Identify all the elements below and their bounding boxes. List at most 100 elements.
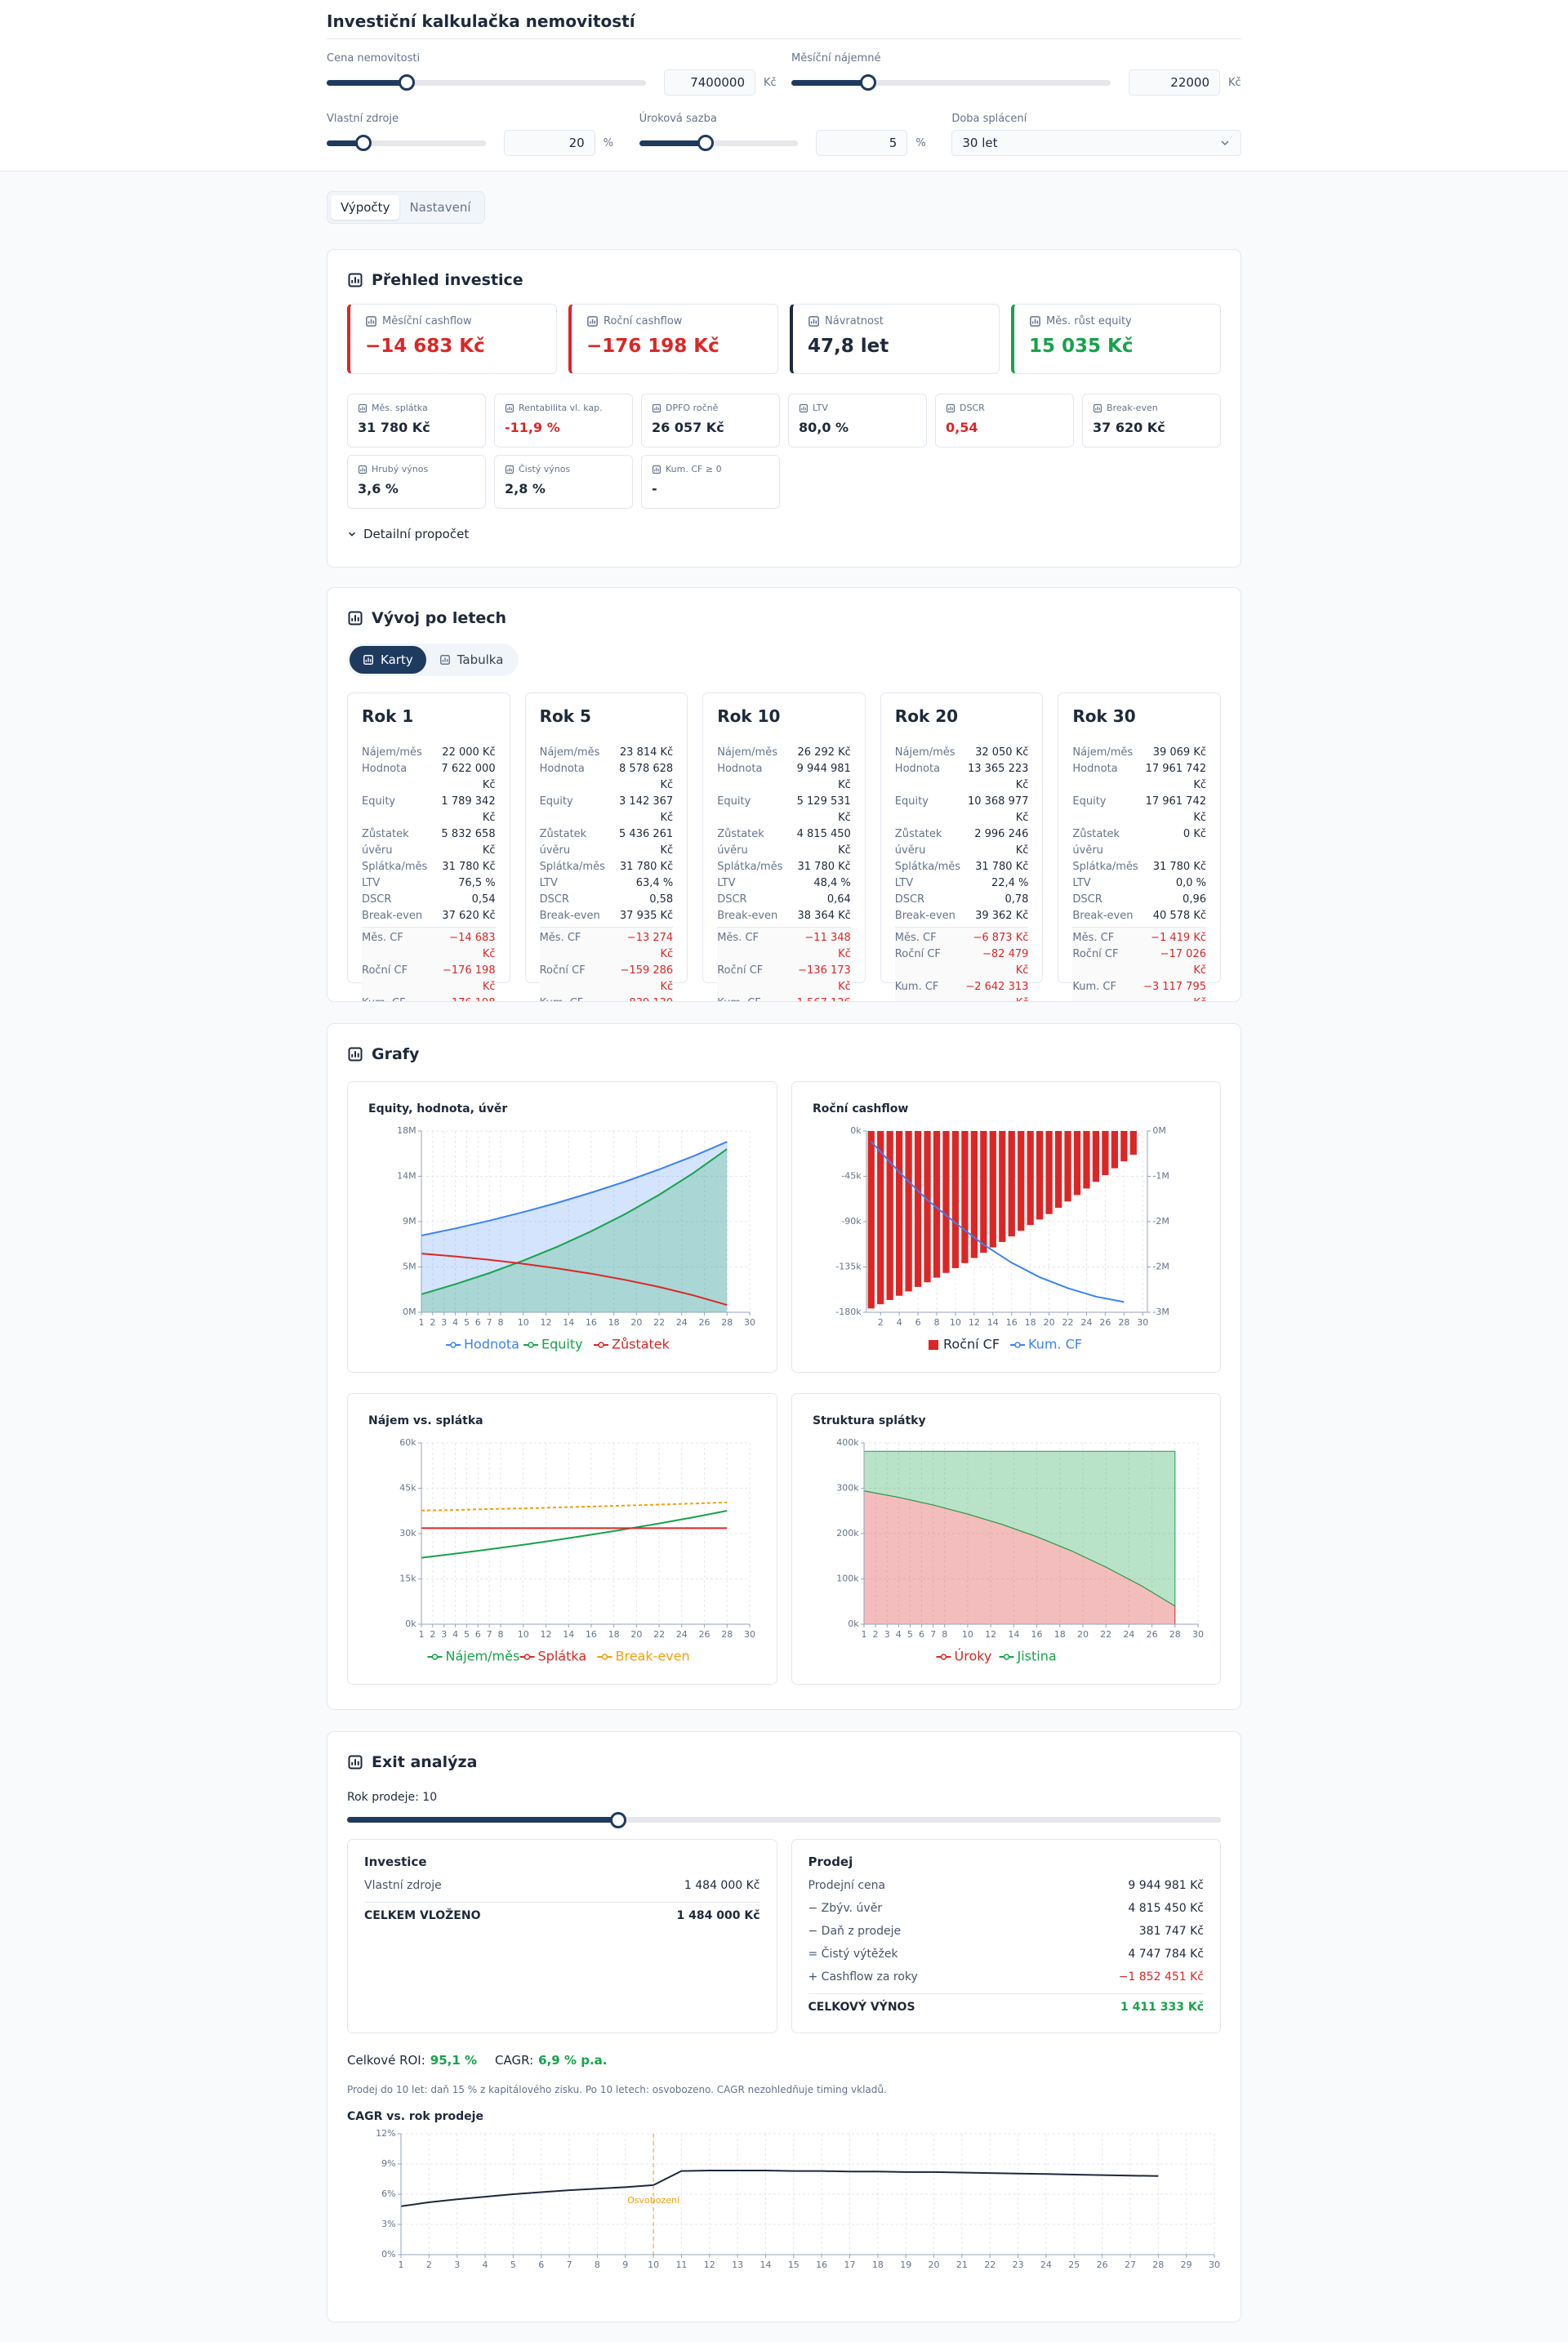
series-line bbox=[421, 1510, 728, 1559]
unit: Kč bbox=[1228, 76, 1241, 89]
year-row-value: 1 789 342 Kč bbox=[441, 795, 496, 824]
tab[interactable]: Výpočty bbox=[331, 195, 400, 220]
details-toggle[interactable]: Detailní propočet bbox=[347, 527, 1221, 541]
x-tick-label: 6 bbox=[538, 2260, 544, 2270]
year-row: Kum. CF−176 198 Kč bbox=[362, 995, 496, 1001]
legend-label: Jistina bbox=[1016, 1649, 1056, 1664]
stat-card: Hrubý výnos 3,6 % bbox=[347, 455, 486, 509]
year-row: Hodnota 13 365 223 Kč bbox=[895, 761, 1029, 794]
legend-item: Jistina bbox=[999, 1649, 1056, 1664]
bar bbox=[923, 1131, 931, 1283]
year-row-label: Break-even bbox=[717, 910, 778, 922]
icon-shape bbox=[810, 318, 817, 324]
number-input[interactable]: 22000 bbox=[1129, 69, 1220, 96]
stat-value: 37 620 Kč bbox=[1093, 420, 1165, 435]
year-row-label: Nájem/měs bbox=[362, 746, 422, 759]
icon bbox=[946, 403, 956, 412]
year-row-label: Zůstatek úvěru bbox=[1072, 828, 1120, 857]
x-tick-label: 5 bbox=[510, 2260, 516, 2270]
year-row: Splátka/měs 31 780 Kč bbox=[717, 859, 851, 875]
x-tick-label: 2 bbox=[872, 1629, 878, 1640]
year-row-value: 0,0 % bbox=[1175, 877, 1206, 889]
x-tick-label: 16 bbox=[1031, 1629, 1042, 1640]
year-row-value: 39 069 Kč bbox=[1152, 746, 1206, 759]
x-tick-label: 12 bbox=[985, 1629, 996, 1640]
year-row-value: 37 935 Kč bbox=[619, 910, 674, 922]
x-tick-label: 2 bbox=[430, 1629, 435, 1640]
x-tick-label: 2 bbox=[877, 1317, 883, 1328]
stat-value: 80,0 % bbox=[799, 420, 849, 435]
slider-knob[interactable] bbox=[697, 135, 715, 151]
year-row: Hodnota 17 961 742 Kč bbox=[1072, 761, 1206, 794]
number-input[interactable]: 20 bbox=[503, 130, 595, 156]
slider-knob[interactable] bbox=[859, 74, 876, 91]
unit: % bbox=[603, 136, 614, 149]
slider[interactable] bbox=[791, 74, 1111, 91]
year-row-value: 31 780 Kč bbox=[1152, 861, 1206, 873]
series-line bbox=[870, 1141, 1124, 1303]
year-row: LTV 22,4 % bbox=[895, 875, 1029, 892]
year-card: Rok 1 Nájem/měs 22 000 Kč Hodnota 7 622 000 … bbox=[347, 692, 510, 1001]
number-input[interactable]: 5 bbox=[816, 130, 908, 156]
bar bbox=[951, 1131, 959, 1268]
legend-item: Equity bbox=[523, 1337, 583, 1352]
icon-shape bbox=[360, 467, 365, 471]
number-input[interactable]: 7400000 bbox=[664, 69, 755, 96]
x-tick-label: 9 bbox=[622, 2260, 628, 2270]
year-row-label: Měs. CF bbox=[717, 932, 759, 944]
select[interactable]: 30 let bbox=[951, 130, 1242, 156]
section-card: Exit analýza Rok prodeje: 10 Investice Vlas… bbox=[327, 1731, 1241, 2322]
stat-label-text: Kum. CF ≥ 0 bbox=[666, 464, 722, 474]
year-title: Rok 20 bbox=[894, 706, 959, 726]
sale-year-slider[interactable] bbox=[347, 1811, 1221, 1828]
input-control: 20% bbox=[327, 129, 617, 157]
bar bbox=[1008, 1131, 1015, 1237]
x-tick-label: 27 bbox=[1125, 2260, 1136, 2270]
cagr-label: CAGR: bbox=[495, 2053, 534, 2068]
year-row: Hodnota 7 622 000 Kč bbox=[362, 761, 496, 794]
icon bbox=[808, 316, 819, 327]
icon-shape bbox=[348, 1755, 363, 1770]
tab[interactable]: Nastavení bbox=[409, 200, 471, 215]
icon-shape bbox=[507, 467, 512, 471]
slider[interactable] bbox=[327, 74, 646, 91]
y-tick-label: 100k bbox=[836, 1574, 859, 1584]
slider[interactable] bbox=[327, 135, 486, 151]
x-tick-label: 10 bbox=[961, 1629, 973, 1640]
view-button[interactable]: Tabulka bbox=[426, 646, 517, 674]
view-button[interactable]: Karty bbox=[350, 646, 426, 674]
slider-knob[interactable] bbox=[354, 135, 372, 151]
x-tick-label: 3 bbox=[441, 1317, 447, 1328]
bar bbox=[1036, 1131, 1043, 1220]
stat-label-text: Break-even bbox=[1107, 403, 1158, 413]
chart-title: Struktura splátky bbox=[813, 1414, 926, 1427]
legend-item: Kum. CF bbox=[1009, 1337, 1081, 1352]
legend-swatch bbox=[601, 1654, 608, 1660]
year-row-label: Hodnota bbox=[362, 763, 408, 775]
y-tick-label: 0k bbox=[848, 1618, 859, 1629]
year-row: Break-even 37 620 Kč bbox=[362, 908, 496, 924]
slider-knob[interactable] bbox=[609, 1811, 626, 1828]
legend-swatch bbox=[431, 1654, 439, 1660]
year-row-label: Hodnota bbox=[894, 763, 941, 775]
metric-card: Měs. růst equity 15 035 Kč bbox=[1011, 304, 1221, 374]
x-tick-label: 29 bbox=[1181, 2260, 1192, 2270]
stat-label-text: Hrubý výnos bbox=[372, 464, 429, 474]
unit: % bbox=[915, 136, 926, 149]
year-row-value: −11 348 Kč bbox=[804, 932, 851, 960]
slider-fill bbox=[639, 140, 706, 146]
slider-knob[interactable] bbox=[398, 74, 415, 91]
x-tick-label: 1 bbox=[419, 1317, 425, 1328]
input-control: 7400000 Kč bbox=[327, 69, 777, 96]
stat-card: Break-even 37 620 Kč bbox=[1082, 394, 1221, 447]
stat-label: LTV bbox=[799, 403, 916, 413]
exit-row: Vlastní zdroje 1 484 000 Kč bbox=[364, 1874, 760, 1897]
slider[interactable] bbox=[639, 135, 799, 151]
icon-shape bbox=[365, 657, 372, 662]
y-tick-label: 15k bbox=[399, 1574, 416, 1584]
year-row-label: LTV bbox=[362, 877, 381, 889]
roi-line: Celkové ROI: 95,1 % CAGR: 6,9 % p.a. bbox=[347, 2053, 1221, 2068]
x-tick-label: 6 bbox=[915, 1317, 920, 1328]
